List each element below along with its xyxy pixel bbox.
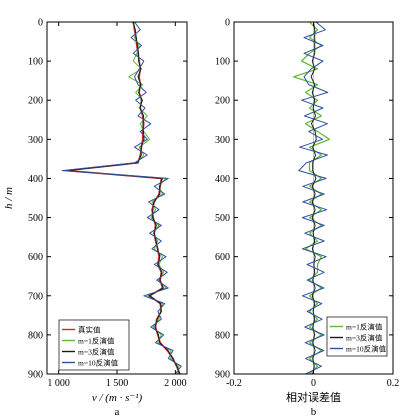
legend-label: 真实值 [78,325,101,335]
y-tick-label: 500 [28,213,43,224]
panel-letter: a [115,406,120,418]
y-tick-label: 400 [215,174,230,185]
y-tick-label: 600 [215,252,230,263]
y-tick-label: 100 [28,57,43,68]
y-tick-label: 400 [28,174,43,185]
legend-label: m=10反演值 [346,344,387,354]
legend-label: m=3反演值 [346,333,383,343]
y-tick-label: 100 [215,57,230,68]
y-tick-label: 200 [28,96,43,107]
legend-label: m=3反演值 [78,347,115,357]
y-tick-label: 900 [215,370,230,381]
y-tick-label: 200 [215,96,230,107]
y-tick-label: 700 [28,291,43,302]
y-tick-label: 0 [38,18,43,29]
x-axis-title: 相对误差值 [286,390,341,404]
y-tick-label: 600 [28,252,43,263]
x-tick-label: 0.2 [387,378,400,389]
legend-box [58,319,130,371]
y-tick-label: 300 [215,135,230,146]
y-tick-label: 800 [28,330,43,341]
legend-label: m=1反演值 [346,322,383,332]
y-tick-label: 500 [215,213,230,224]
x-tick-label: 1 500 [106,378,129,389]
series-line-a-3 [61,21,182,375]
panel-letter: b [311,406,317,418]
y-tick-label: 0 [225,18,230,29]
x-tick-label: 2 000 [164,378,187,389]
x-tick-label: -0.2 [226,378,242,389]
y-tick-label: 800 [215,330,230,341]
legend-box [326,316,388,357]
series-line-b-2 [298,21,329,375]
y-axis-title: h / m [3,187,15,209]
x-tick-label: 0 [311,378,316,389]
x-axis-title: v / (m · s⁻¹) [92,392,143,404]
y-tick-label: 300 [28,135,43,146]
y-tick-label: 900 [28,370,43,381]
legend-label: m=10反演值 [78,358,119,368]
x-tick-label: 1 000 [47,378,70,389]
y-tick-label: 700 [215,291,230,302]
legend-label: m=1反演值 [78,336,115,346]
